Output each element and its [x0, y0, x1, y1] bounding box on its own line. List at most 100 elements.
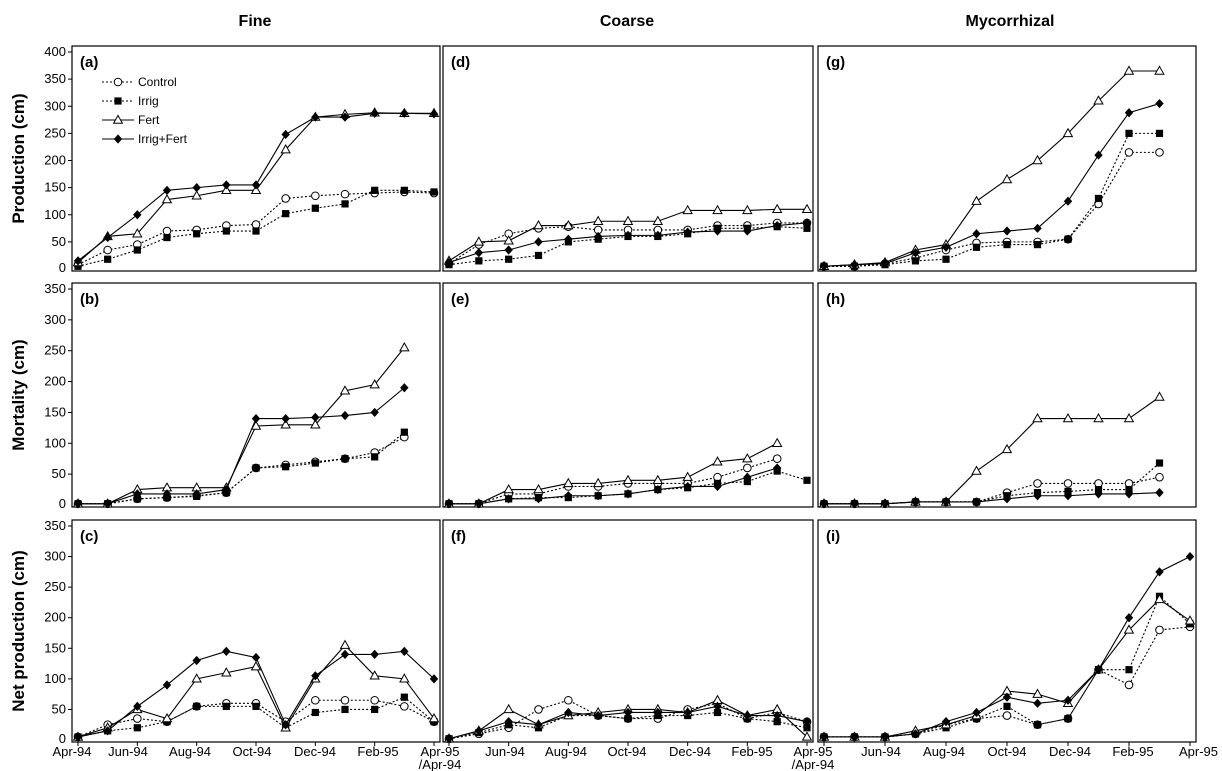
data-point-fert	[1033, 414, 1042, 422]
data-point-irrig	[134, 724, 141, 731]
panel-frame	[818, 46, 1196, 271]
data-point-irrig-fert	[972, 229, 980, 238]
data-point-irrig-fert	[534, 237, 542, 246]
data-point-irrig-fert	[222, 180, 230, 189]
data-point-irrig-fert	[1033, 699, 1041, 708]
data-point-irrig	[1125, 130, 1132, 137]
panel-letter: (h)	[826, 291, 845, 308]
data-point-irrig	[1034, 241, 1041, 248]
data-point-control	[163, 227, 171, 235]
legend-marker-irrig	[114, 97, 121, 104]
data-point-irrig	[104, 256, 111, 263]
y-tick-label: 0	[59, 496, 66, 511]
panel-letter: (c)	[80, 528, 98, 545]
panel-frame	[818, 283, 1196, 507]
data-point-irrig-fert	[252, 653, 260, 662]
data-point-irrig-fert	[1125, 613, 1133, 622]
y-tick-label: 50	[52, 701, 66, 716]
data-point-irrig-fert	[281, 130, 289, 139]
x-tick-label: Apr-95	[1179, 744, 1218, 759]
data-point-fert	[1064, 414, 1073, 422]
y-tick-label: 100	[44, 671, 66, 686]
y-tick-label: 0	[59, 260, 66, 275]
data-point-fert	[773, 205, 782, 213]
data-point-control	[1156, 149, 1164, 157]
data-point-irrig	[252, 464, 259, 471]
data-point-irrig	[341, 200, 348, 207]
data-point-irrig	[1003, 241, 1010, 248]
y-tick-label: 150	[44, 404, 66, 419]
x-tick-label: Oct-94	[232, 744, 271, 759]
legend-label-irrig: Irrig	[138, 94, 159, 108]
series-line-control	[824, 152, 1160, 266]
data-point-irrig	[371, 453, 378, 460]
x-tick-label: Feb-95	[1112, 744, 1153, 759]
data-point-fert	[1003, 175, 1012, 183]
data-point-fert	[972, 466, 981, 474]
data-point-irrig-fert	[1155, 567, 1163, 576]
data-point-irrig	[1156, 130, 1163, 137]
data-point-fert	[972, 197, 981, 205]
y-tick-label: 150	[44, 640, 66, 655]
data-point-fert	[504, 236, 513, 244]
x-tick-label: Aug-94	[169, 744, 211, 759]
data-point-irrig	[803, 477, 810, 484]
data-point-irrig-fert	[222, 647, 230, 656]
data-point-fert	[341, 641, 350, 649]
x-tick-label: Apr-94	[52, 744, 91, 759]
data-point-irrig-fert	[1186, 552, 1194, 561]
data-point-irrig-fert	[1155, 488, 1163, 497]
data-point-control	[134, 715, 142, 723]
y-tick-label: 200	[44, 153, 66, 168]
data-point-control	[282, 195, 290, 203]
y-tick-label: 350	[44, 281, 66, 296]
panel-h: (h)	[818, 283, 1196, 508]
data-point-irrig	[252, 703, 259, 710]
data-point-fert	[803, 205, 812, 213]
series-line-irrig	[78, 432, 404, 504]
data-point-irrig	[401, 694, 408, 701]
data-point-control	[252, 221, 260, 229]
legend-label-irrig-fert: Irrig+Fert	[138, 132, 188, 146]
data-point-irrig-fert	[192, 656, 200, 665]
data-point-control	[1156, 626, 1164, 634]
x-tick-label: Dec-94	[1049, 744, 1091, 759]
data-point-control	[104, 246, 112, 254]
legend-label-fert: Fert	[138, 113, 160, 127]
data-point-fert	[504, 705, 513, 713]
data-point-fert	[474, 237, 483, 245]
y-tick-label: 350	[44, 518, 66, 533]
data-point-control	[312, 192, 320, 200]
data-point-irrig	[475, 257, 482, 264]
panel-frame	[72, 46, 440, 271]
legend: ControlIrrigFertIrrig+Fert	[102, 75, 188, 146]
data-point-fert	[1125, 414, 1134, 422]
panel-frame	[72, 283, 440, 507]
data-point-irrig	[401, 187, 408, 194]
data-point-irrig	[973, 244, 980, 251]
series-line-irrig-fert	[78, 388, 404, 504]
column-title-fine: Fine	[239, 13, 272, 30]
data-point-irrig-fert	[163, 186, 171, 195]
data-point-fert	[594, 217, 603, 225]
y-tick-label: 350	[44, 71, 66, 86]
data-point-fert	[564, 479, 573, 487]
data-point-irrig	[223, 703, 230, 710]
data-point-irrig	[341, 706, 348, 713]
data-point-fert	[713, 206, 722, 214]
data-point-fert	[1155, 66, 1164, 74]
data-point-irrig	[282, 463, 289, 470]
y-axis-label-production: Production (cm)	[9, 93, 28, 223]
y-tick-label: 50	[52, 234, 66, 249]
panel-g: (g)	[818, 46, 1196, 271]
panel-e: (e)	[443, 283, 813, 508]
x-tick-label: Jun-94	[861, 744, 901, 759]
data-point-irrig	[1095, 195, 1102, 202]
data-point-irrig-fert	[103, 233, 111, 242]
x-tick-label: Aug-94	[545, 744, 587, 759]
data-point-control	[371, 696, 379, 704]
data-point-fert	[504, 485, 513, 493]
data-point-irrig	[1034, 721, 1041, 728]
series-line-control	[824, 627, 1190, 737]
y-tick-label: 250	[44, 343, 66, 358]
